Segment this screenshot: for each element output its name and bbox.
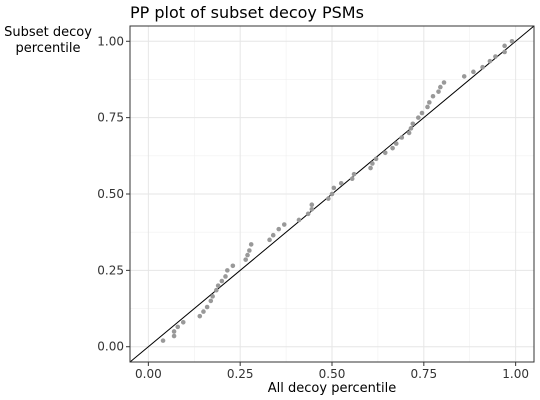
data-point: [161, 338, 166, 343]
data-point: [462, 74, 467, 79]
data-point: [438, 85, 443, 90]
data-point: [442, 80, 447, 85]
data-point: [352, 172, 357, 177]
chart-title: PP plot of subset decoy PSMs: [130, 3, 364, 22]
data-point: [220, 279, 225, 284]
x-tick-label: 0.50: [319, 367, 346, 381]
data-point: [231, 263, 236, 268]
data-point: [181, 320, 186, 325]
y-axis-label-line-2: percentile: [15, 41, 80, 56]
data-point: [332, 186, 337, 191]
data-point: [267, 238, 272, 243]
data-point: [390, 146, 395, 151]
data-point: [411, 121, 416, 126]
data-point: [216, 283, 221, 288]
data-point: [282, 222, 287, 227]
data-point: [310, 202, 315, 207]
data-point: [425, 105, 430, 110]
data-point: [210, 294, 215, 299]
data-point: [214, 288, 219, 293]
data-point: [409, 126, 414, 131]
data-point: [370, 161, 375, 166]
y-tick-label: 1.00: [97, 34, 124, 48]
data-point: [276, 227, 281, 232]
data-point: [427, 100, 432, 105]
data-point: [330, 192, 335, 197]
data-point: [310, 207, 315, 212]
x-tick-label: 0.25: [227, 367, 254, 381]
y-axis-label-line-1: Subset decoy: [4, 25, 92, 40]
y-tick-label: 0.00: [97, 340, 124, 354]
x-tick-label: 1.00: [502, 367, 529, 381]
data-point: [502, 44, 507, 49]
data-point: [205, 305, 210, 310]
data-point: [172, 329, 177, 334]
data-point: [436, 89, 441, 94]
data-point: [175, 325, 180, 330]
x-axis-label: All decoy percentile: [268, 381, 396, 396]
data-point: [306, 212, 311, 217]
data-point: [350, 176, 355, 181]
data-point: [383, 150, 388, 155]
data-point: [223, 274, 228, 279]
data-point: [245, 253, 250, 258]
data-point: [407, 131, 412, 136]
data-point: [209, 299, 214, 304]
data-point: [247, 248, 252, 253]
data-point: [243, 257, 248, 262]
y-axis-ticks: 0.00 0.25 0.50 0.75 1.00: [97, 34, 130, 353]
data-point: [493, 54, 498, 59]
data-point: [394, 141, 399, 146]
data-point: [416, 115, 421, 120]
data-point: [172, 334, 177, 339]
data-point: [502, 50, 507, 55]
data-point: [249, 242, 254, 247]
data-point: [488, 59, 493, 64]
data-point: [420, 111, 425, 116]
data-point: [271, 233, 276, 238]
data-point: [368, 166, 373, 171]
data-point: [374, 157, 379, 162]
data-point: [480, 65, 485, 70]
data-point: [339, 181, 344, 186]
data-point: [431, 94, 436, 99]
x-axis-ticks: 0.00 0.25 0.50 0.75 1.00: [135, 362, 529, 381]
data-point: [197, 314, 202, 319]
y-tick-label: 0.25: [97, 263, 124, 277]
x-tick-label: 0.00: [135, 367, 162, 381]
data-point: [399, 135, 404, 140]
y-tick-label: 0.50: [97, 187, 124, 201]
data-point: [326, 196, 331, 201]
data-point: [201, 309, 206, 314]
data-point: [510, 39, 515, 44]
data-point: [297, 218, 302, 223]
data-point: [471, 70, 476, 75]
x-tick-label: 0.75: [410, 367, 437, 381]
data-point: [225, 268, 230, 273]
y-tick-label: 0.75: [97, 111, 124, 125]
